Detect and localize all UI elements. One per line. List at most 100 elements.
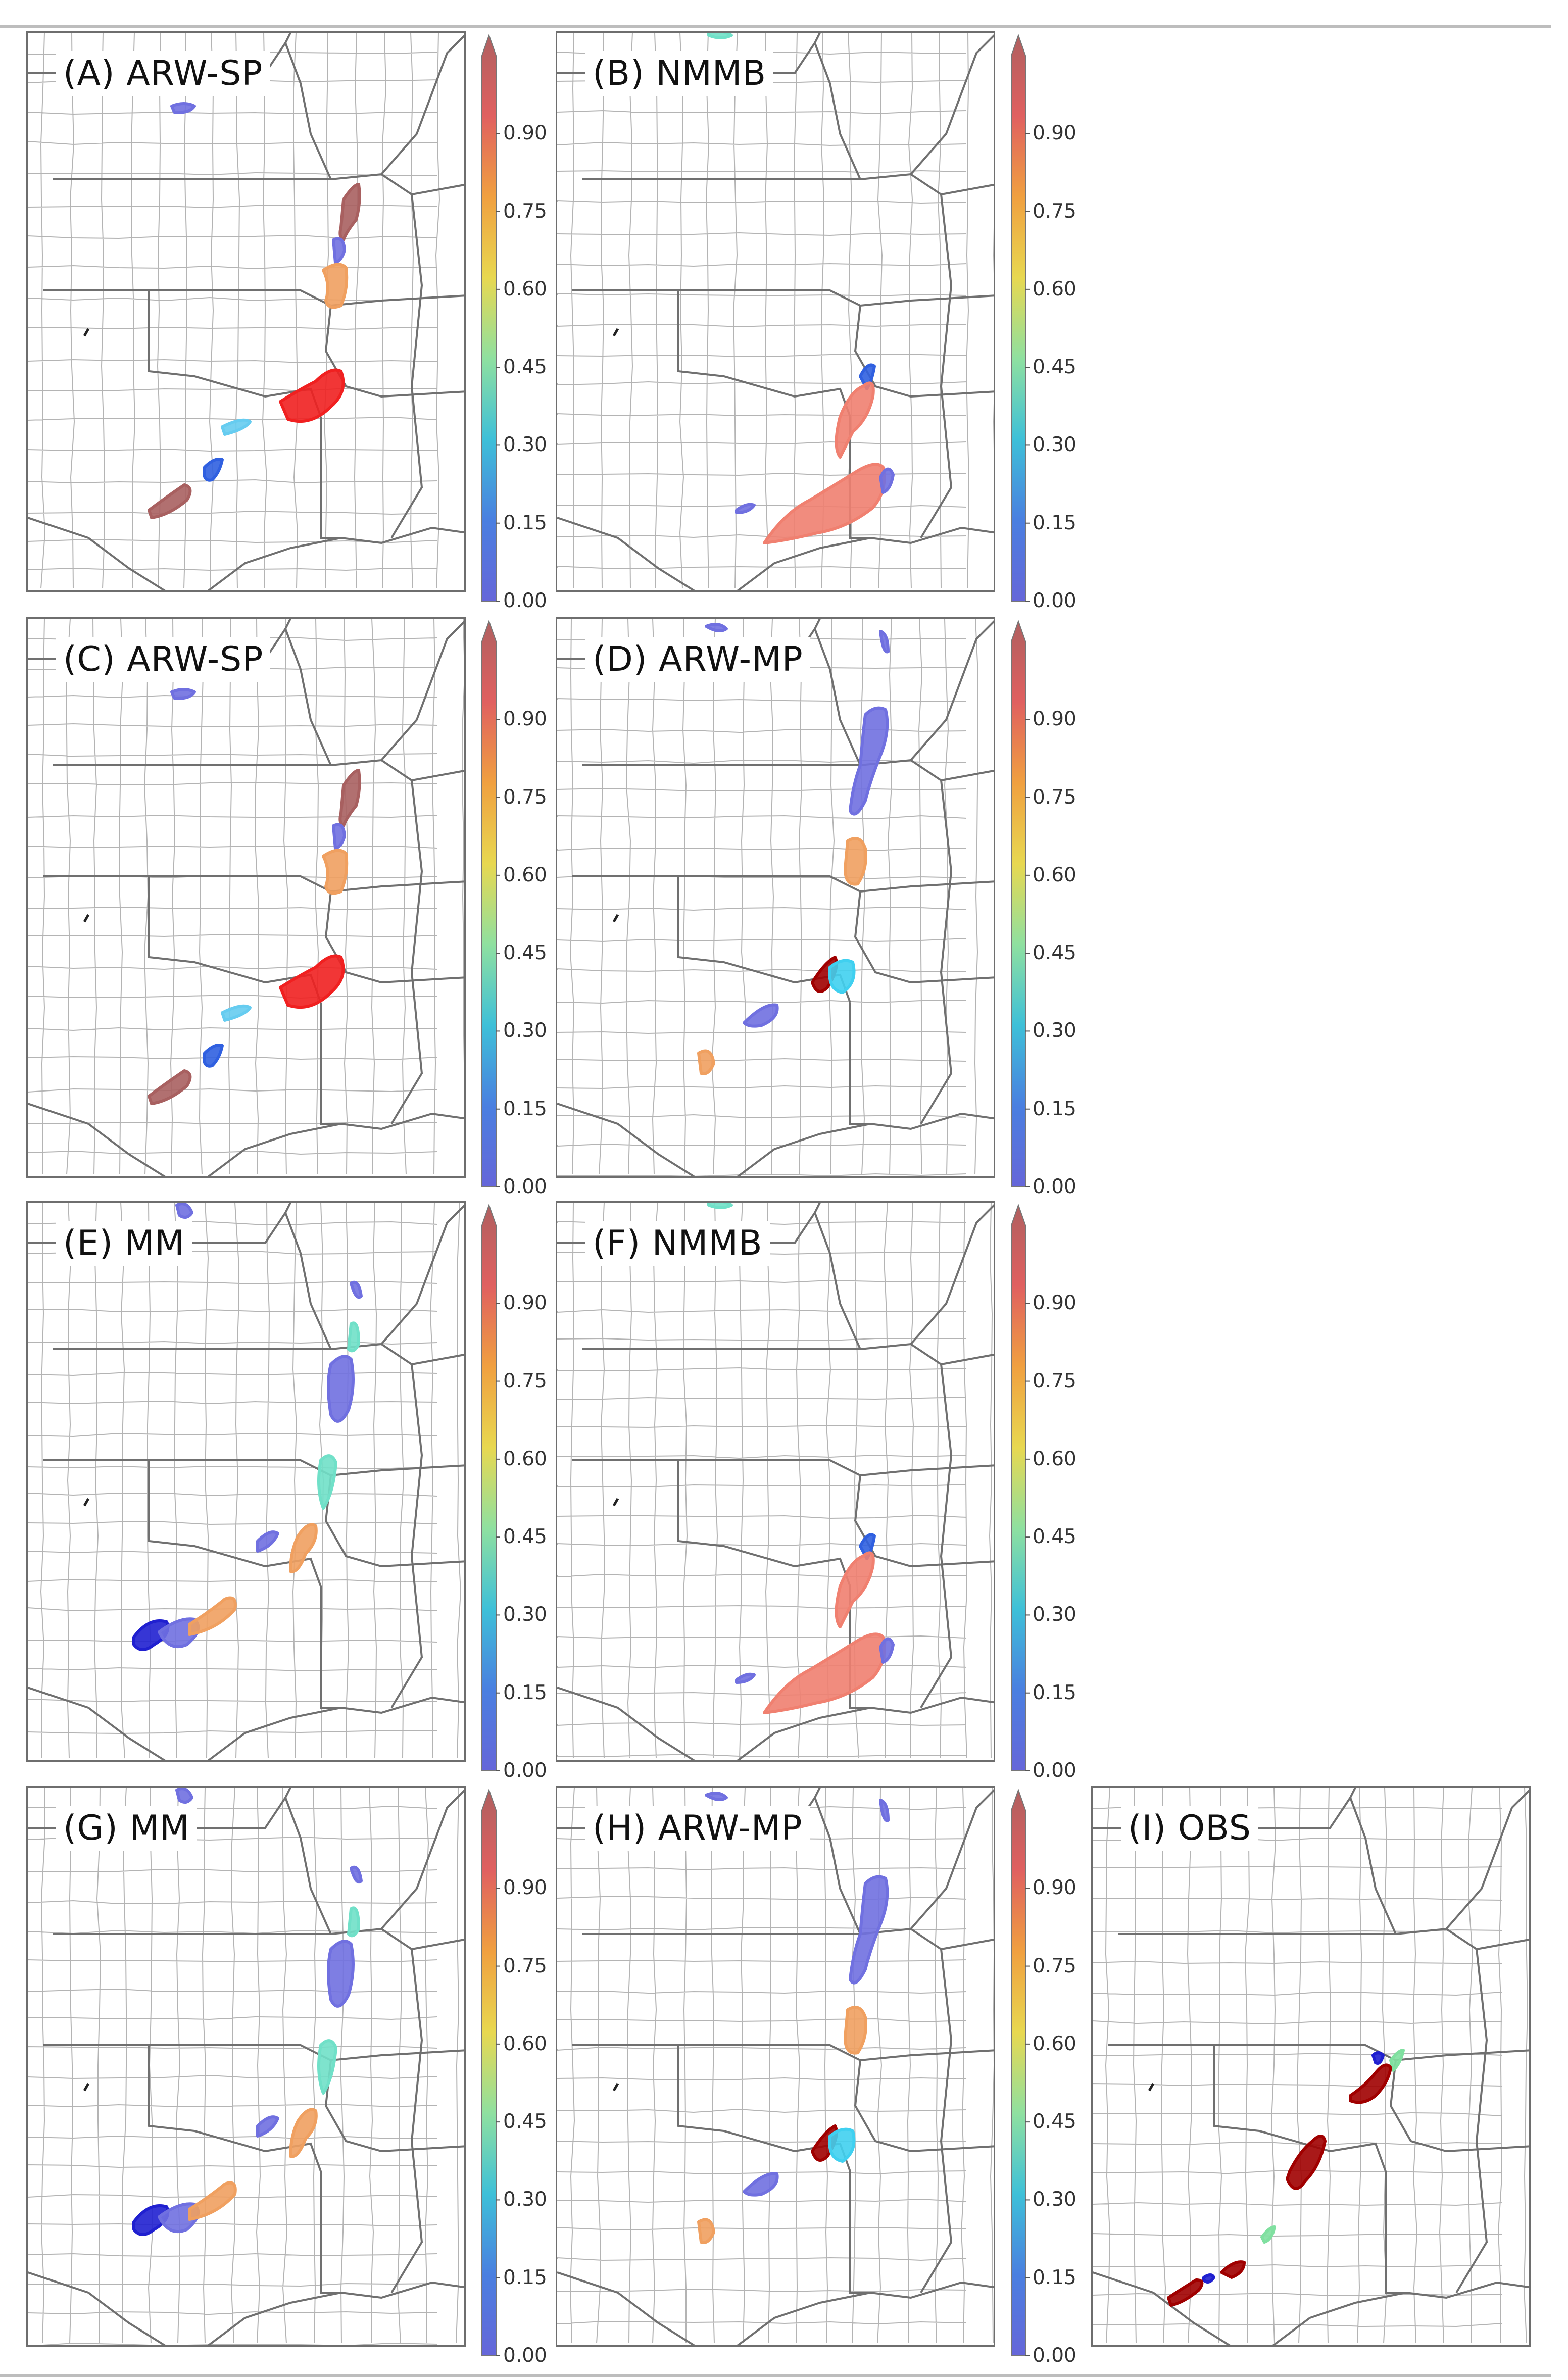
storm-object xyxy=(188,1596,237,1636)
colorbar: 0.00 0.15 0.30 0.45 0.60 0.75 0.90 xyxy=(480,1775,581,2371)
map-panel-c: (C) ARW-SP xyxy=(26,617,466,1178)
colorbar-tick-label: 0.90 xyxy=(1033,1876,1076,1900)
colorbar-tick-label: 0.90 xyxy=(503,122,547,145)
storm-object xyxy=(835,1551,875,1628)
storm-object xyxy=(697,1049,715,1075)
colorbar-tick-label: 0.60 xyxy=(503,277,547,301)
map-canvas xyxy=(28,33,464,590)
colorbar-tick-label: 0.00 xyxy=(503,1175,547,1198)
colorbar-tick-label: 0.60 xyxy=(503,2032,547,2055)
storm-object xyxy=(835,381,875,459)
storm-object xyxy=(1389,2049,1405,2072)
colorbar-tick-label: 0.45 xyxy=(503,1525,547,1549)
storm-object xyxy=(327,1355,355,1423)
map-panel-b: (B) NMMB xyxy=(556,31,995,592)
storm-object xyxy=(289,1523,318,1573)
panel-title: (I) OBS xyxy=(1121,1806,1258,1851)
panel-title: (B) NMMB xyxy=(585,51,774,96)
colorbar-tick-label: 0.75 xyxy=(1033,785,1076,809)
marker xyxy=(83,2082,90,2092)
colorbar-tick-label: 0.45 xyxy=(1033,2110,1076,2134)
colorbar-tick-label: 0.15 xyxy=(503,1681,547,1704)
state-boundaries xyxy=(28,33,464,590)
storm-object xyxy=(170,688,196,700)
colorbar-tick-label: 0.30 xyxy=(503,2188,547,2211)
storm-object xyxy=(763,1632,886,1714)
marker xyxy=(612,1498,619,1507)
colorbar-gradient xyxy=(1011,1203,1026,1771)
panel-title: (G) MM xyxy=(56,1806,197,1851)
map-canvas xyxy=(28,1788,464,2345)
storm-object xyxy=(350,1280,363,1299)
storm-object xyxy=(350,1865,363,1884)
bottom-rule xyxy=(0,2374,1551,2377)
storm-object xyxy=(707,1203,733,1209)
colorbar: 0.00 0.15 0.30 0.45 0.60 0.75 0.90 xyxy=(480,606,581,1202)
colorbar-tick-label: 0.75 xyxy=(1033,1954,1076,1977)
storm-object xyxy=(1167,2278,1204,2307)
county-boundaries xyxy=(1093,1788,1529,2344)
county-boundaries xyxy=(28,619,464,1175)
colorbar-tick-label: 0.90 xyxy=(1033,1292,1076,1315)
colorbar-tick-label: 0.15 xyxy=(1033,511,1076,534)
colorbar: 0.00 0.15 0.30 0.45 0.60 0.75 0.90 xyxy=(1009,20,1110,616)
marker xyxy=(612,328,619,337)
colorbar-tick-label: 0.45 xyxy=(1033,1525,1076,1549)
county-boundaries xyxy=(557,33,994,589)
storm-object xyxy=(849,706,889,816)
storm-object xyxy=(332,823,346,850)
storm-object xyxy=(347,1321,360,1353)
colorbar-tick-label: 0.30 xyxy=(1033,433,1076,457)
colorbar-gradient xyxy=(481,619,497,1187)
storm-objects xyxy=(697,623,890,1075)
map-canvas xyxy=(557,619,994,1176)
colorbar-tick-label: 0.00 xyxy=(1033,1759,1076,1782)
colorbar-tick-label: 0.60 xyxy=(1033,2032,1076,2055)
panel-title: (H) ARW-MP xyxy=(585,1806,810,1851)
colorbar-tick-label: 0.00 xyxy=(1033,1175,1076,1198)
storm-object xyxy=(849,1875,889,1985)
storm-object xyxy=(1220,2260,1246,2279)
colorbar-tick-label: 0.60 xyxy=(503,1447,547,1470)
colorbar-tick-label: 0.90 xyxy=(1033,708,1076,731)
colorbar-tick-label: 0.60 xyxy=(1033,277,1076,301)
marker xyxy=(1148,2082,1155,2092)
map-panel-h: (H) ARW-MP xyxy=(556,1786,995,2347)
map-canvas xyxy=(557,1203,994,1760)
colorbar-tick-label: 0.60 xyxy=(1033,1447,1076,1470)
colorbar-tick-label: 0.75 xyxy=(503,785,547,809)
storm-objects xyxy=(148,688,361,1105)
colorbar-tick-label: 0.00 xyxy=(503,589,547,612)
storm-object xyxy=(828,2127,856,2163)
colorbar-tick-label: 0.15 xyxy=(1033,2266,1076,2289)
colorbar-tick-label: 0.00 xyxy=(503,1759,547,1782)
storm-object xyxy=(735,503,756,514)
storm-object xyxy=(879,1799,890,1822)
colorbar-tick-label: 0.45 xyxy=(1033,356,1076,379)
county-boundaries xyxy=(28,1203,462,1759)
storm-object xyxy=(148,1069,192,1105)
state-boundaries xyxy=(557,1788,994,2345)
state-boundaries xyxy=(28,1203,464,1760)
storm-object xyxy=(705,623,728,632)
map-panel-g: (G) MM xyxy=(26,1786,466,2347)
storm-object xyxy=(707,33,733,39)
storm-object xyxy=(879,1637,895,1664)
storm-object xyxy=(279,368,345,423)
colorbar: 0.00 0.15 0.30 0.45 0.60 0.75 0.90 xyxy=(1009,1775,1110,2371)
storm-object xyxy=(844,837,867,886)
colorbar-tick-label: 0.00 xyxy=(1033,589,1076,612)
top-rule xyxy=(0,25,1551,28)
storm-object xyxy=(317,1454,337,1510)
colorbar-tick-label: 0.45 xyxy=(503,2110,547,2134)
storm-object xyxy=(1202,2273,1215,2284)
colorbar-tick-label: 0.90 xyxy=(503,1876,547,1900)
storm-object xyxy=(203,458,224,482)
county-boundaries xyxy=(28,33,440,589)
colorbar-tick-label: 0.90 xyxy=(503,1292,547,1315)
storm-object xyxy=(1260,2225,1276,2244)
colorbar-tick-label: 0.15 xyxy=(503,511,547,534)
storm-object xyxy=(338,183,361,241)
colorbar-tick-label: 0.15 xyxy=(1033,1097,1076,1120)
storm-object xyxy=(289,2108,318,2158)
